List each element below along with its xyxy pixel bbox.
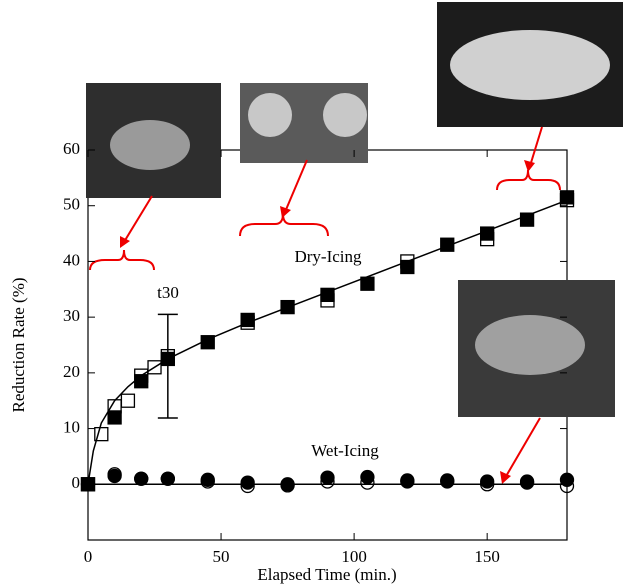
circle-marker	[360, 475, 375, 490]
square-marker	[134, 374, 149, 389]
y-tick-label: 10	[63, 417, 80, 436]
square-marker	[480, 231, 495, 247]
photo-subject	[475, 315, 585, 375]
y-tick-label: 50	[63, 195, 80, 214]
arrowhead	[524, 160, 535, 172]
circle-marker	[360, 469, 375, 485]
bracket	[89, 249, 155, 271]
circle-marker	[320, 474, 335, 489]
circle-marker	[440, 473, 455, 488]
x-tick-label: 100	[341, 547, 367, 566]
square-marker	[240, 315, 255, 330]
square-marker	[147, 360, 162, 375]
square-marker	[400, 254, 415, 269]
photo-subject	[323, 93, 367, 137]
circle-marker	[200, 474, 215, 489]
y-tick-label: 60	[63, 139, 80, 158]
square-marker	[400, 259, 415, 275]
photo-subject	[110, 120, 190, 170]
square-marker	[360, 276, 375, 291]
circle-marker	[400, 473, 415, 488]
photo-subject	[450, 30, 610, 100]
square-marker	[559, 192, 575, 208]
circle-marker	[160, 471, 175, 486]
circle-marker	[519, 475, 535, 490]
arrow	[123, 195, 153, 243]
circle-marker	[519, 474, 535, 489]
arrowhead	[280, 206, 291, 218]
square-marker	[107, 410, 122, 425]
circle-marker	[480, 477, 495, 492]
circle-marker	[240, 478, 255, 494]
x-tick-label: 150	[474, 547, 500, 566]
square-marker	[134, 368, 149, 383]
square-marker	[160, 351, 175, 367]
square-marker	[480, 226, 495, 241]
x-tick-label: 50	[213, 547, 230, 566]
annotation: Dry-Icing	[294, 247, 362, 266]
square-marker	[320, 293, 335, 308]
circle-marker	[280, 478, 295, 493]
photos	[86, 2, 623, 417]
annotation: Wet-Icing	[311, 441, 379, 460]
arrowhead	[120, 236, 130, 248]
y-tick-label: 20	[63, 362, 80, 381]
square-marker	[240, 312, 255, 328]
annotation: t30	[157, 283, 179, 302]
square-marker	[94, 426, 109, 442]
circle-marker	[80, 477, 96, 492]
y-tick-label: 30	[63, 306, 80, 325]
bracket	[239, 213, 329, 237]
circle-marker	[320, 470, 335, 485]
square-marker	[559, 190, 575, 205]
circle-marker	[559, 478, 575, 494]
arrowheads	[120, 160, 535, 484]
square-marker	[440, 237, 455, 252]
arrow	[529, 126, 543, 167]
square-marker	[519, 212, 535, 227]
arrowhead	[500, 471, 511, 484]
arrow	[504, 417, 541, 479]
circle-marker	[440, 474, 455, 489]
square-marker	[200, 335, 215, 350]
square-marker	[280, 299, 295, 315]
y-tick-label: 40	[63, 250, 80, 269]
square-marker	[120, 393, 136, 408]
circle-marker	[480, 474, 495, 489]
x-tick-label: 0	[84, 547, 93, 566]
photo-subject	[248, 93, 292, 137]
circle-marker	[240, 475, 255, 490]
square-marker	[160, 348, 175, 364]
y-tick-label: 0	[72, 473, 81, 492]
circle-marker	[107, 467, 122, 482]
circle-marker	[280, 477, 295, 492]
bracket	[496, 169, 561, 191]
circle-marker	[400, 474, 415, 489]
y-axis-label: Reduction Rate (%)	[9, 277, 28, 412]
circle-marker	[134, 471, 149, 486]
square-marker	[320, 287, 335, 303]
arrow	[284, 159, 308, 213]
x-axis-label: Elapsed Time (min.)	[257, 565, 396, 584]
